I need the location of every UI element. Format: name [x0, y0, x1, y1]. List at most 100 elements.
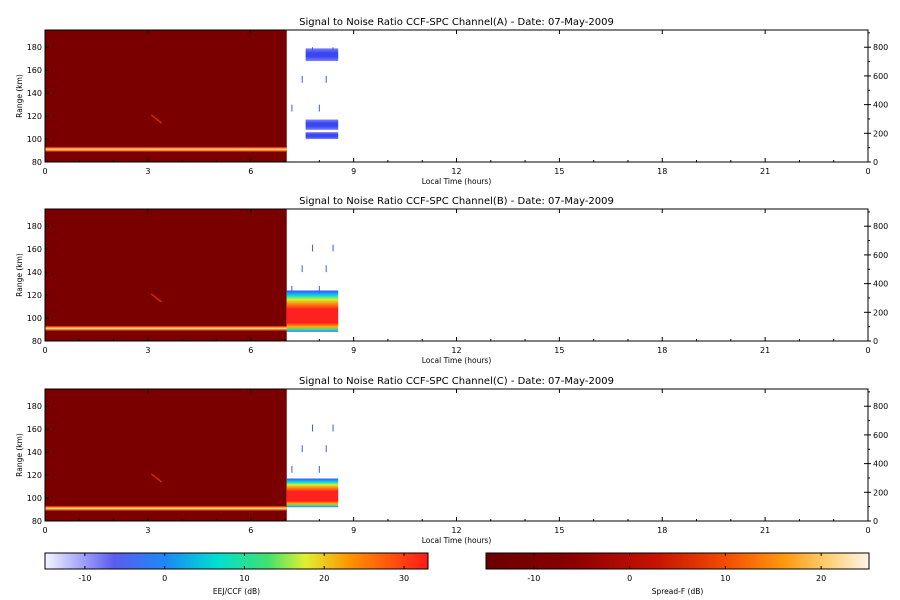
y2-tick-label: 0	[873, 158, 878, 167]
eej-tick-label: 30	[399, 574, 409, 583]
y-tick-label: 80	[32, 337, 42, 346]
spread-colorbar-label: Spread-F (dB)	[652, 587, 704, 596]
y2-tick-label: 0	[873, 337, 878, 346]
y2-tick-label: 600	[873, 431, 888, 440]
y-tick-label: 140	[27, 448, 42, 457]
y-tick-label: 100	[27, 135, 42, 144]
x-tick-label: 6	[248, 346, 253, 355]
y-tick-label: 120	[27, 291, 42, 300]
x-tick-label: 18	[657, 346, 667, 355]
y-axis-label: Range (km)	[15, 433, 24, 477]
y2-axis: 0 200 400 600 800	[864, 211, 888, 346]
y2-axis: 0 200 400 600 800	[864, 32, 888, 167]
x-tick-label: 6	[248, 167, 253, 176]
x-axis: 0 3 6 9 12 15 18 21 0	[42, 389, 871, 535]
spread-f-region	[45, 30, 287, 162]
x-tick-label: 12	[451, 167, 461, 176]
y2-tick-label: 800	[873, 222, 888, 231]
panel-1: Signal to Noise Ratio CCF-SPC Channel(A)…	[15, 17, 888, 186]
eej-tick-label: 0	[162, 574, 167, 583]
y2-tick-label: 400	[873, 460, 888, 469]
y2-tick-label: 800	[873, 402, 888, 411]
x-tick-label: 0	[42, 526, 47, 535]
spread-f-band	[45, 325, 287, 331]
spread-colorbar: -10 0 10 20 Spread-F (dB)	[485, 552, 870, 596]
y-tick-label: 180	[27, 222, 42, 231]
x-tick-label: 9	[351, 526, 356, 535]
y-axis-label: Range (km)	[15, 253, 24, 297]
x-tick-label: 0	[42, 346, 47, 355]
eej-tick-label: 10	[239, 574, 249, 583]
x-axis: 0 3 6 9 12 15 18 21 0	[42, 209, 871, 355]
spread-colorbar-strip	[485, 552, 870, 570]
x-tick-label: 9	[351, 346, 356, 355]
spread-tick-label: -10	[527, 574, 540, 583]
eej-echo-2	[305, 119, 339, 130]
y-tick-label: 180	[27, 402, 42, 411]
y2-tick-label: 0	[873, 517, 878, 526]
spread-f-band	[45, 505, 287, 511]
x-tick-label: 15	[554, 526, 564, 535]
eej-colorbar-label: EEJ/CCF (dB)	[213, 587, 260, 596]
eej-colorbar-strip	[44, 552, 429, 570]
x-tick-label: 21	[760, 346, 770, 355]
eej-echo-1	[286, 290, 339, 332]
eej-echo-1	[305, 48, 339, 61]
x-tick-label: 15	[554, 167, 564, 176]
panel-title: Signal to Noise Ratio CCF-SPC Channel(C)…	[299, 376, 614, 387]
x-tick-label: 3	[145, 346, 150, 355]
x-tick-label: 12	[451, 346, 461, 355]
y-axis: 80 100 120 140 160 180	[27, 402, 49, 526]
eej-echo-3	[305, 132, 339, 140]
x-axis-label: Local Time (hours)	[422, 177, 492, 186]
y-axis: 80 100 120 140 160 180	[27, 222, 49, 346]
x-axis-label: Local Time (hours)	[422, 356, 492, 365]
y2-tick-label: 400	[873, 280, 888, 289]
x-axis-label: Local Time (hours)	[422, 536, 492, 545]
eej-speckles	[291, 424, 334, 473]
eej-tick-label: 20	[319, 574, 329, 583]
x-tick-label: 3	[145, 167, 150, 176]
y-tick-label: 80	[32, 158, 42, 167]
y2-tick-label: 200	[873, 308, 888, 317]
y2-tick-label: 400	[873, 101, 888, 110]
y-tick-label: 140	[27, 89, 42, 98]
spread-tick-label: 0	[627, 574, 632, 583]
eej-echo-1	[286, 478, 339, 508]
y-tick-label: 160	[27, 245, 42, 254]
eej-colorbar: -10 0 10 20 30 EEJ/CCF (dB)	[44, 552, 429, 596]
y-tick-label: 160	[27, 66, 42, 75]
y2-tick-label: 800	[873, 43, 888, 52]
y-tick-label: 120	[27, 112, 42, 121]
spread-f-region	[45, 209, 287, 341]
x-tick-label: 18	[657, 526, 667, 535]
spread-tick-label: 10	[720, 574, 730, 583]
panel-3: Signal to Noise Ratio CCF-SPC Channel(C)…	[15, 376, 888, 545]
x-tick-label: 0	[865, 526, 870, 535]
spread-f-streak	[150, 114, 163, 124]
panel-2: Signal to Noise Ratio CCF-SPC Channel(B)…	[15, 196, 888, 365]
y-tick-label: 120	[27, 471, 42, 480]
x-tick-label: 6	[248, 526, 253, 535]
y-tick-label: 100	[27, 314, 42, 323]
spread-f-streak	[150, 293, 163, 303]
eej-tick-label: -10	[78, 574, 91, 583]
y2-tick-label: 200	[873, 488, 888, 497]
spread-tick-label: 20	[816, 574, 826, 583]
x-tick-label: 0	[865, 346, 870, 355]
x-tick-label: 15	[554, 346, 564, 355]
y-tick-label: 80	[32, 517, 42, 526]
x-tick-label: 0	[865, 167, 870, 176]
y-tick-label: 160	[27, 425, 42, 434]
panel-title: Signal to Noise Ratio CCF-SPC Channel(A)…	[299, 17, 614, 28]
spread-f-band	[45, 146, 287, 152]
x-tick-label: 21	[760, 526, 770, 535]
y-axis-label: Range (km)	[15, 74, 24, 118]
x-axis: 0 3 6 9 12 15 18 21 0	[42, 30, 871, 176]
spread-f-streak	[150, 473, 163, 483]
y2-axis: 0 200 400 600 800	[864, 391, 888, 526]
x-tick-label: 21	[760, 167, 770, 176]
y-tick-label: 180	[27, 43, 42, 52]
y-tick-label: 140	[27, 268, 42, 277]
